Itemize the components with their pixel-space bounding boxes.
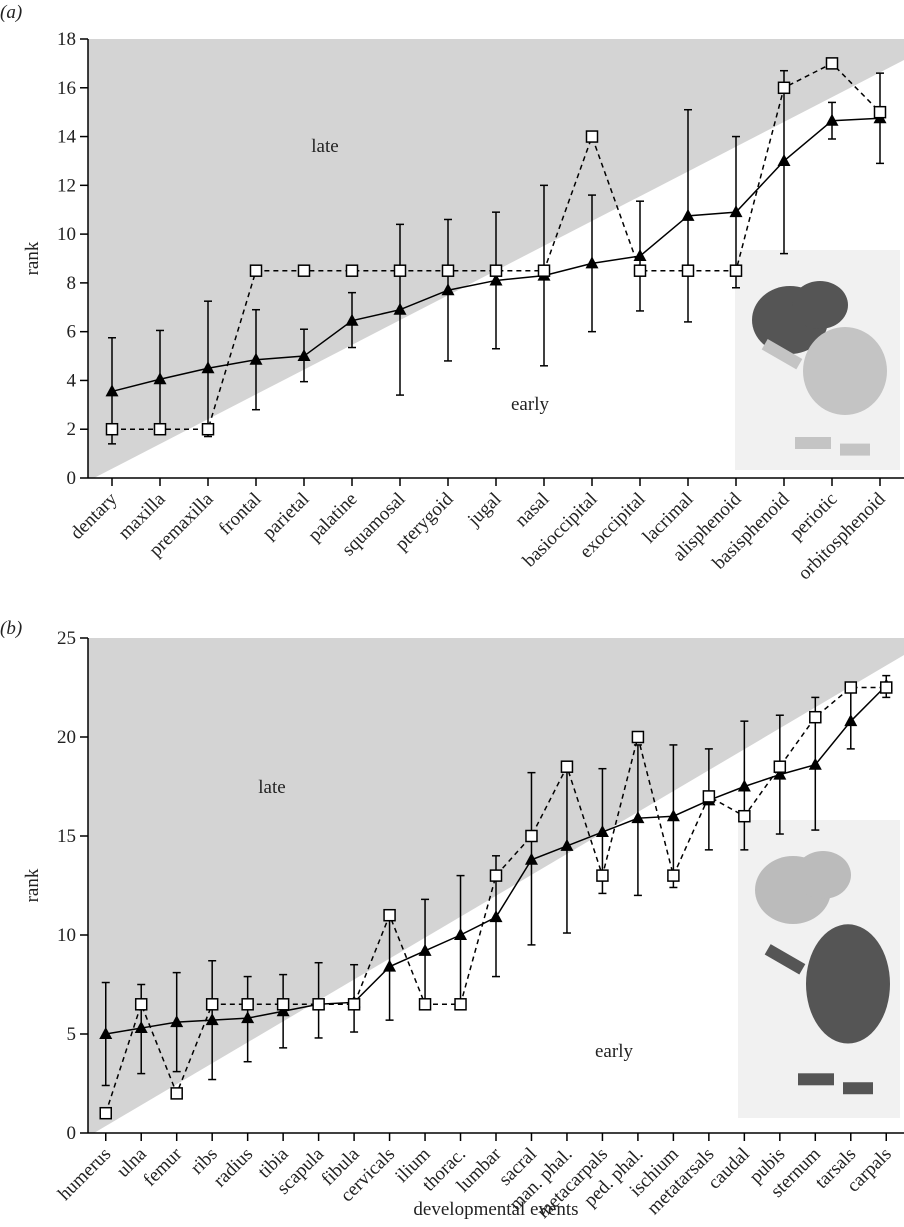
marker (703, 791, 714, 802)
marker (667, 809, 680, 821)
y-tick-label: 15 (57, 826, 76, 847)
marker (491, 870, 502, 881)
marker (242, 999, 253, 1010)
marker (454, 928, 467, 940)
marker (136, 999, 147, 1010)
ribcage (806, 924, 890, 1043)
y-tick-label: 12 (57, 175, 76, 196)
region-label: late (311, 136, 338, 157)
marker (419, 944, 432, 956)
marker (875, 107, 886, 118)
y-axis-label: rank (22, 241, 43, 275)
x-tick-label: caudal (704, 1144, 754, 1194)
y-tick-label: 4 (67, 370, 77, 391)
x-tick-label: radius (210, 1144, 258, 1192)
marker (635, 265, 646, 276)
marker (420, 999, 431, 1010)
marker (731, 265, 742, 276)
marker (491, 265, 502, 276)
y-axis-label: rank (22, 868, 43, 902)
chart: (a)ranklateearly024681012141618dentaryma… (0, 0, 904, 1227)
marker (539, 265, 550, 276)
marker (739, 811, 750, 822)
marker (443, 265, 454, 276)
marker (203, 424, 214, 435)
marker (383, 960, 396, 972)
marker (778, 154, 791, 166)
marker (774, 761, 785, 772)
marker (171, 1088, 182, 1099)
marker (155, 424, 166, 435)
marker (526, 831, 537, 842)
x-tick-label: parietal (258, 489, 313, 544)
marker (349, 999, 360, 1010)
marker (881, 682, 892, 693)
x-tick-label: femur (139, 1143, 186, 1190)
marker (347, 265, 358, 276)
marker (490, 910, 503, 922)
marker (597, 870, 608, 881)
page: (a)ranklateearly024681012141618dentaryma… (0, 0, 904, 1227)
marker (668, 870, 679, 881)
limb (795, 437, 831, 449)
marker (278, 999, 289, 1010)
y-tick-label: 14 (57, 127, 77, 148)
y-tick-label: 0 (67, 1123, 77, 1144)
limb (843, 1082, 873, 1094)
skull (792, 281, 848, 329)
panel-label: (b) (0, 618, 22, 639)
marker (384, 910, 395, 921)
marker (587, 131, 598, 142)
x-tick-label: nasal (511, 489, 553, 531)
specimen-image (738, 820, 900, 1118)
limb (840, 444, 870, 456)
marker (632, 732, 643, 743)
marker (827, 58, 838, 69)
marker (779, 82, 790, 93)
marker (299, 265, 310, 276)
x-tick-label: frontal (215, 489, 266, 540)
specimen-image (735, 250, 900, 470)
y-tick-label: 6 (67, 322, 77, 343)
marker (395, 265, 406, 276)
y-tick-label: 10 (57, 925, 76, 946)
y-tick-label: 25 (57, 628, 76, 649)
marker (683, 265, 694, 276)
x-tick-label: dentary (66, 488, 121, 543)
y-tick-label: 0 (67, 468, 77, 489)
marker (455, 999, 466, 1010)
marker (810, 712, 821, 723)
y-tick-label: 16 (57, 78, 76, 99)
y-tick-label: 10 (57, 224, 76, 245)
y-tick-label: 2 (67, 419, 77, 440)
marker (561, 761, 572, 772)
region-label: early (511, 394, 549, 415)
marker (845, 682, 856, 693)
y-tick-label: 5 (67, 1024, 77, 1045)
marker (100, 1108, 111, 1119)
marker (251, 265, 262, 276)
limb (798, 1073, 834, 1085)
y-tick-label: 20 (57, 727, 76, 748)
marker (207, 999, 218, 1010)
region-label: early (595, 1041, 633, 1062)
x-tick-label: jugal (463, 489, 505, 531)
x-tick-label: humerus (54, 1144, 115, 1205)
panel-label: (a) (0, 2, 22, 23)
marker (826, 114, 839, 126)
marker (313, 999, 324, 1010)
skull (795, 851, 851, 899)
y-tick-label: 8 (67, 273, 77, 294)
marker (107, 424, 118, 435)
ribcage (803, 327, 887, 415)
region-label: late (258, 777, 285, 798)
y-tick-label: 18 (57, 29, 76, 50)
